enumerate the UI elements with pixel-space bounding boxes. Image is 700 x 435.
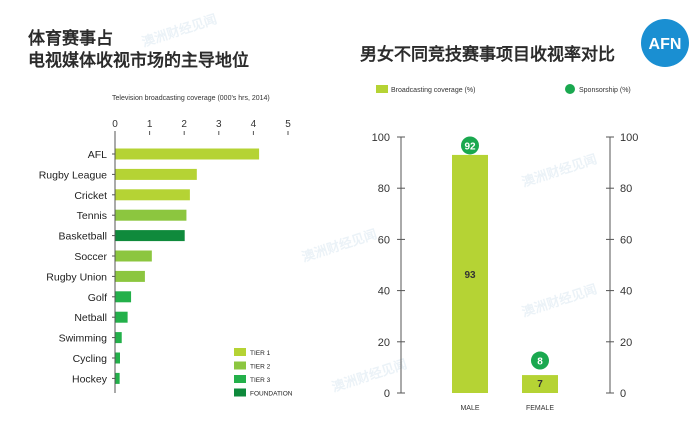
legend-label: TIER 2 <box>250 364 271 371</box>
bar <box>115 332 122 344</box>
bar <box>522 375 558 393</box>
right-y-tick-label: 0 <box>620 388 626 400</box>
category-label: Rugby League <box>39 169 107 181</box>
left-y-tick-label: 20 <box>378 337 390 349</box>
bar <box>115 352 120 364</box>
sponsorship-value-label: 92 <box>464 141 476 152</box>
category-label: Rugby Union <box>46 271 107 283</box>
afn-logo: AFN <box>641 19 689 67</box>
x-category-label: MALE <box>460 405 479 412</box>
category-label: Tennis <box>77 210 107 222</box>
legend-label: TIER 1 <box>250 350 271 357</box>
x-tick-label: 4 <box>251 119 257 130</box>
x-category-label: FEMALE <box>526 405 554 412</box>
sponsorship-value-label: 8 <box>537 357 543 368</box>
x-tick-label: 0 <box>112 119 118 130</box>
category-label: Netball <box>74 312 107 324</box>
x-tick-label: 5 <box>285 119 291 130</box>
legend-swatch <box>234 348 246 356</box>
right-y-tick-label: 40 <box>620 286 632 298</box>
bar-value-label: 7 <box>537 379 543 390</box>
left-y-tick-label: 0 <box>384 388 390 400</box>
category-label: Cycling <box>73 353 108 365</box>
x-tick-label: 1 <box>147 119 153 130</box>
bar <box>115 189 190 201</box>
logo-text: AFN <box>649 36 682 53</box>
right-y-tick-label: 80 <box>620 183 632 195</box>
bar <box>115 311 128 323</box>
category-label: Swimming <box>59 333 108 345</box>
left-y-tick-label: 40 <box>378 286 390 298</box>
category-label: AFL <box>88 149 107 161</box>
bar <box>115 291 132 303</box>
bar <box>115 270 145 282</box>
bar <box>115 209 187 221</box>
sponsorship-marker <box>461 136 479 155</box>
left-y-tick-label: 100 <box>372 132 390 144</box>
category-label: Cricket <box>74 190 107 202</box>
legend-label: FOUNDATION <box>250 391 293 398</box>
legend-swatch <box>234 361 246 370</box>
right-y-tick-label: 60 <box>620 234 632 246</box>
legend-label: Sponsorship (%) <box>579 87 631 94</box>
legend-swatch <box>234 388 246 397</box>
bar <box>115 148 260 160</box>
category-label: Hockey <box>72 373 108 385</box>
left-y-tick-label: 80 <box>378 183 390 195</box>
x-tick-label: 3 <box>216 119 222 130</box>
right-chart-heading: 男女不同竞技赛事项目收视率对比 <box>360 45 615 65</box>
bar-value-label: 93 <box>464 270 476 281</box>
sponsorship-marker <box>531 351 549 370</box>
bar <box>115 372 120 384</box>
bar <box>452 154 488 393</box>
category-label: Golf <box>88 292 107 304</box>
left-title-line-1: 体育赛事占 <box>28 29 113 49</box>
bar <box>115 168 197 180</box>
legend-swatch <box>234 375 246 383</box>
left-chart-title: Television broadcasting coverage (000's … <box>112 95 270 102</box>
legend-label: TIER 3 <box>250 377 271 384</box>
left-chart-heading: 体育赛事占 电视媒体收视市场的主导地位 <box>28 28 249 72</box>
bar <box>115 250 152 262</box>
x-tick-label: 2 <box>181 119 187 130</box>
left-title-line-2: 电视媒体收视市场的主导地位 <box>28 51 249 71</box>
legend-swatch <box>565 84 575 94</box>
category-label: Basketball <box>59 231 107 243</box>
legend-label: Broadcasting coverage (%) <box>391 87 475 94</box>
legend-swatch <box>376 85 388 93</box>
right-y-tick-label: 100 <box>620 132 638 144</box>
right-y-tick-label: 20 <box>620 337 632 349</box>
logo-circle <box>641 19 689 67</box>
left-y-tick-label: 60 <box>378 234 390 246</box>
category-label: Soccer <box>74 251 107 263</box>
bar <box>115 230 185 242</box>
